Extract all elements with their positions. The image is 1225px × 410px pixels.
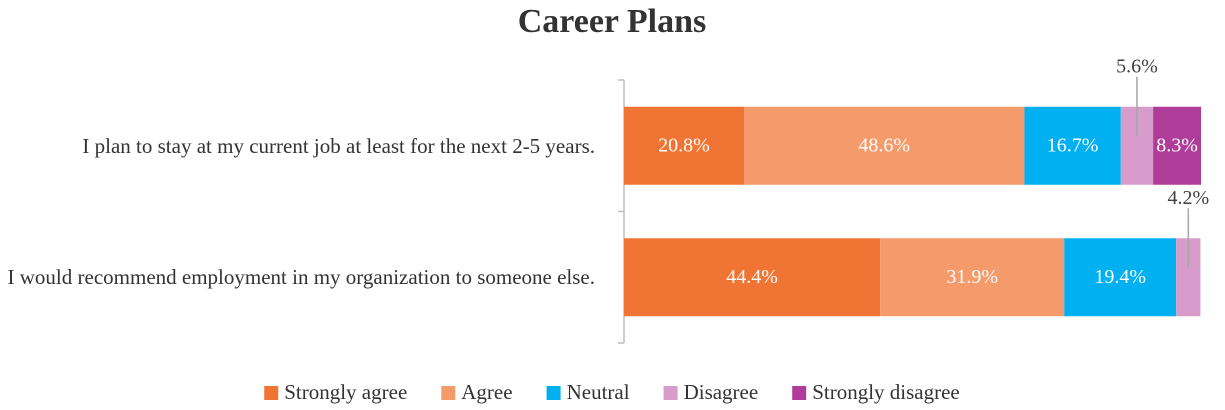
legend-label: Strongly agree xyxy=(284,380,407,404)
data-label: 31.9% xyxy=(946,266,998,288)
data-label: 4.2% xyxy=(1167,187,1209,209)
data-label: 16.7% xyxy=(1047,134,1099,156)
bar-segment xyxy=(1024,106,1121,185)
data-label: 5.6% xyxy=(1116,55,1158,77)
data-label: 44.4% xyxy=(726,266,778,288)
bar-segment xyxy=(744,106,1025,185)
bar-segment xyxy=(880,238,1065,317)
bar-segment xyxy=(1153,106,1201,185)
legend-label: Disagree xyxy=(684,380,759,404)
bar-segment xyxy=(624,106,745,185)
data-label: 48.6% xyxy=(858,134,910,156)
legend-swatch xyxy=(441,386,456,400)
bar-segment xyxy=(624,238,881,317)
data-label: 8.3% xyxy=(1156,134,1198,156)
legend-swatch xyxy=(792,386,807,400)
data-label: 19.4% xyxy=(1094,266,1146,288)
category-label: I plan to stay at my current job at leas… xyxy=(82,133,595,158)
legend-swatch xyxy=(663,386,678,400)
chart-title: Career Plans xyxy=(518,3,707,40)
legend-label: Neutral xyxy=(567,380,630,404)
bar-segment xyxy=(1064,238,1177,317)
legend-swatch xyxy=(546,386,561,400)
legend-label: Strongly disagree xyxy=(812,380,960,404)
legend-label: Agree xyxy=(461,380,512,404)
legend-swatch xyxy=(264,386,279,400)
data-label: 20.8% xyxy=(658,134,710,156)
category-label: I would recommend employment in my organ… xyxy=(7,265,595,290)
